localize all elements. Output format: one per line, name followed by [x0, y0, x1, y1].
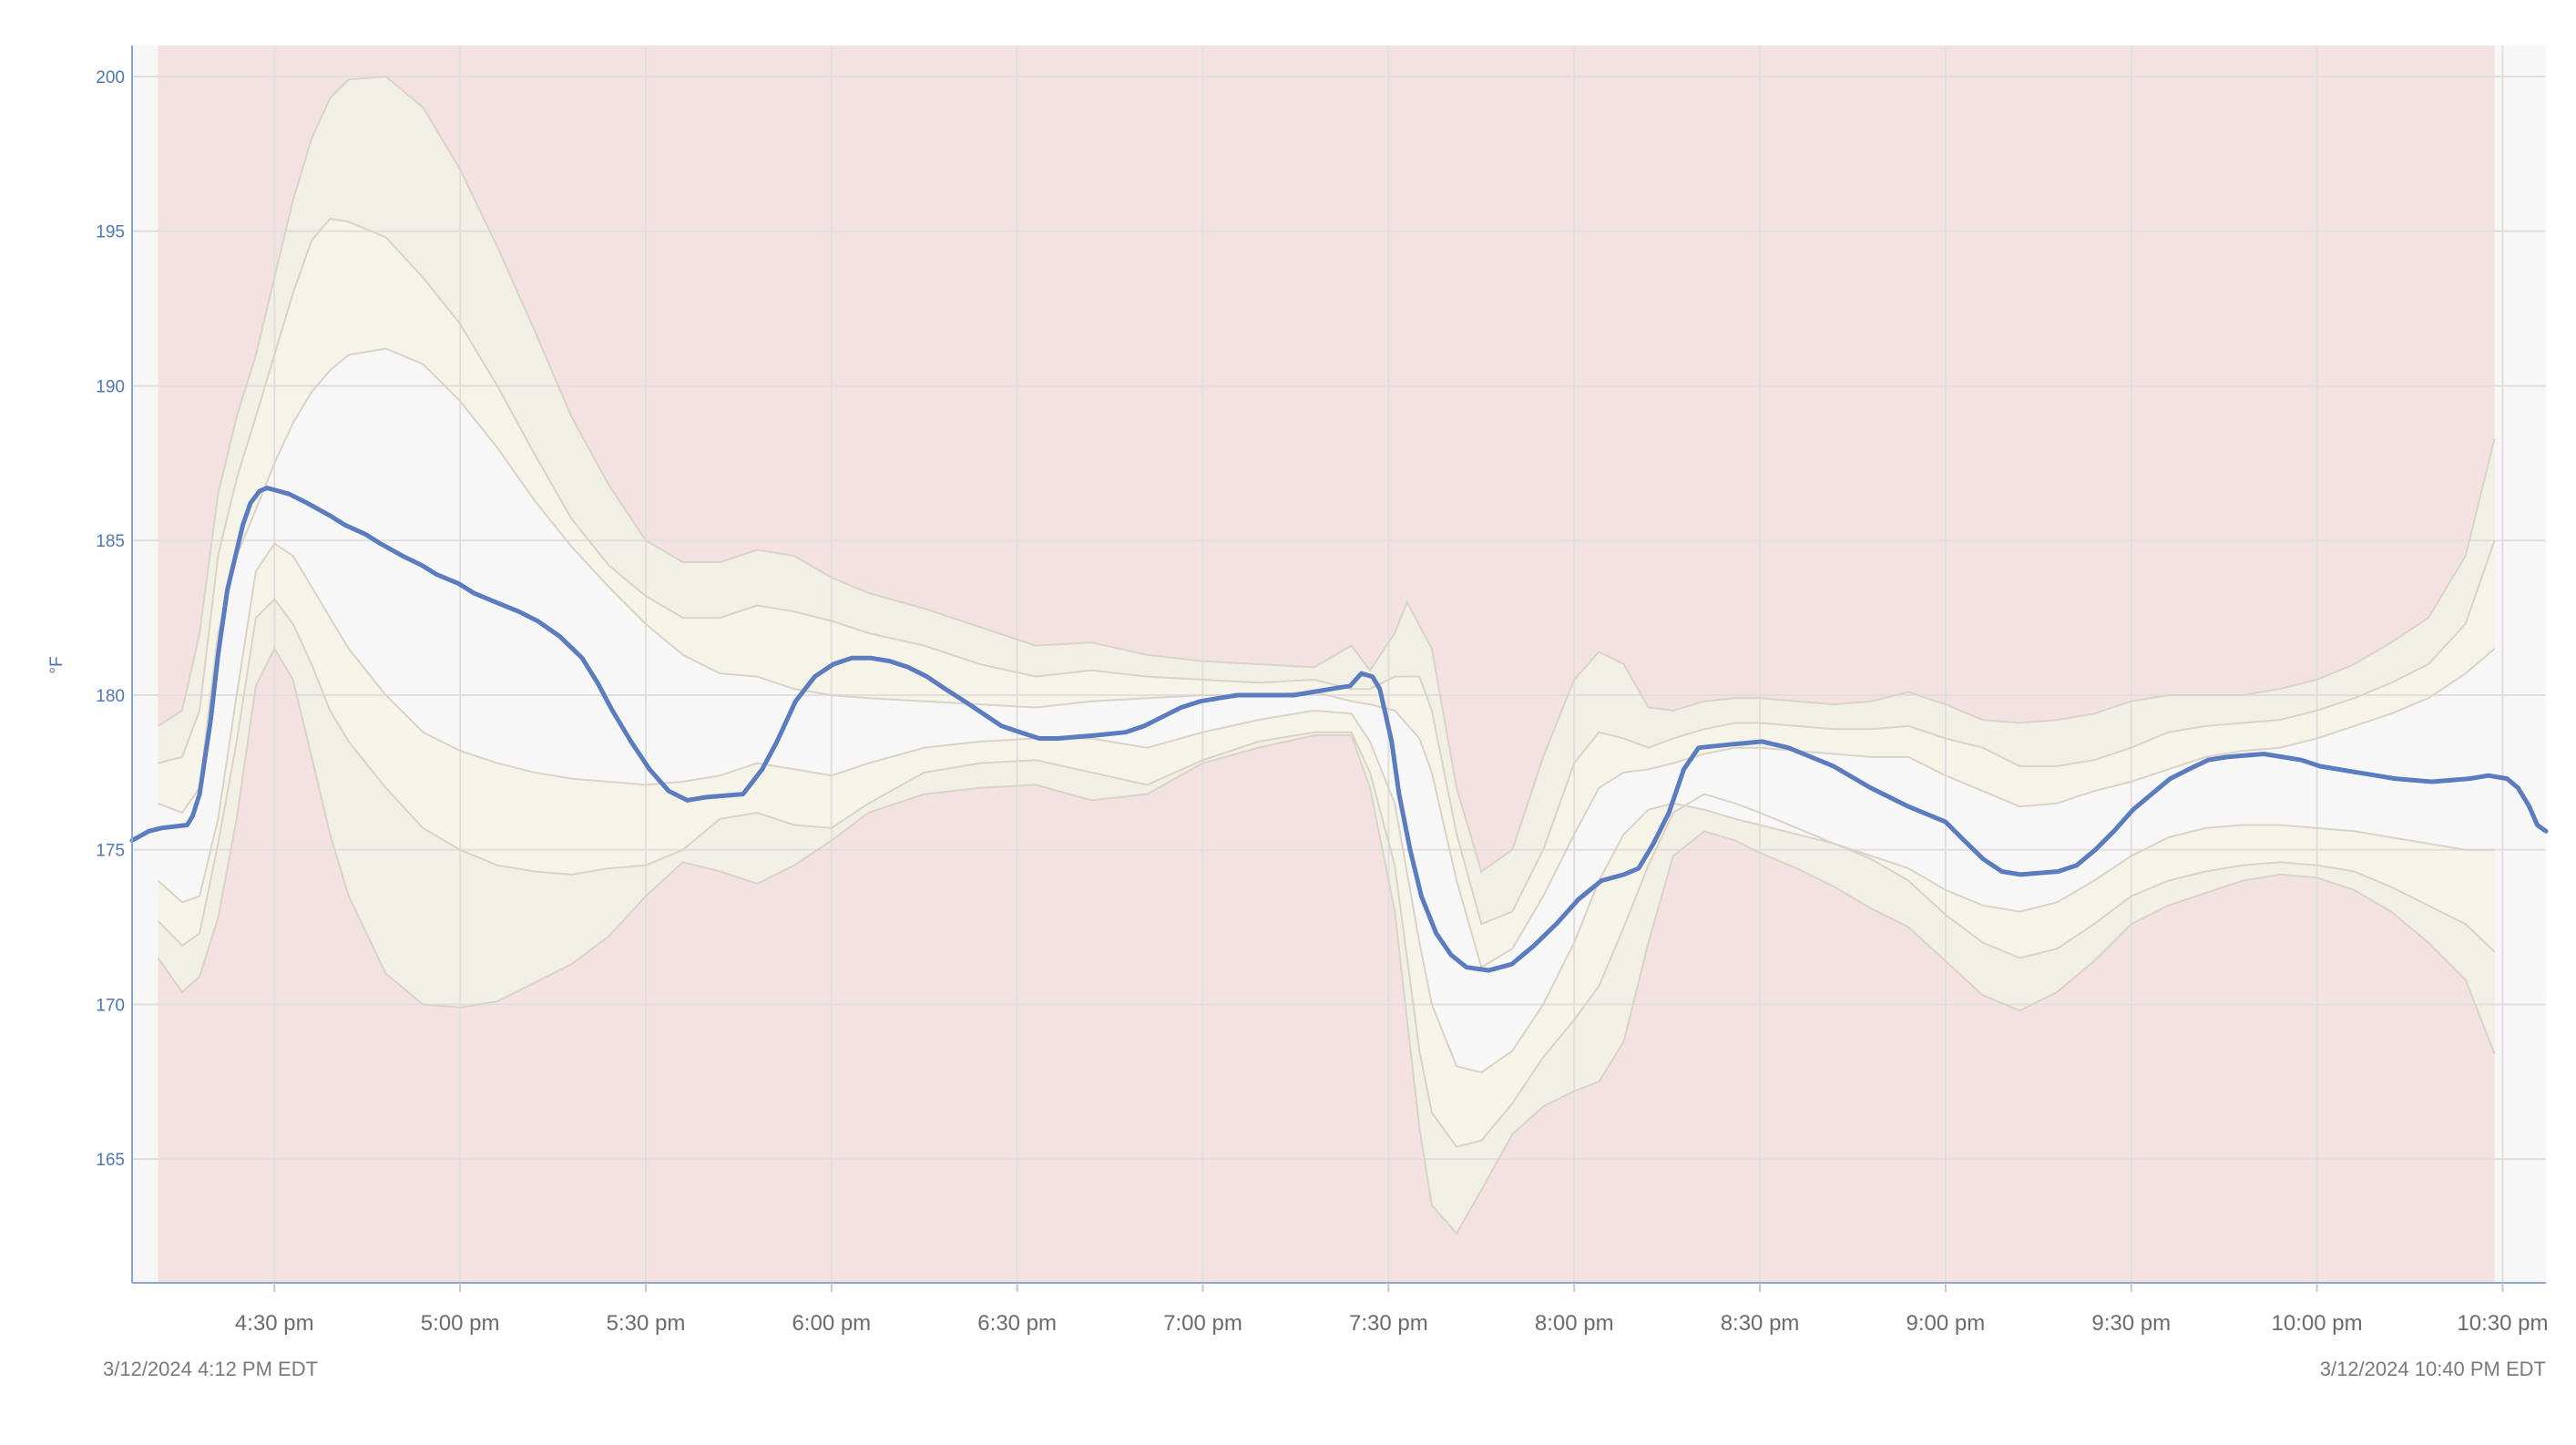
y-tick-label: 190: [96, 377, 125, 396]
x-tick-label: 6:30 pm: [977, 1311, 1057, 1336]
x-tick-label: 8:00 pm: [1535, 1311, 1614, 1336]
band-edge-mid-lower: [157, 598, 2496, 1148]
x-tick-label: 10:00 pm: [2272, 1311, 2363, 1336]
series-line-measured: [129, 486, 2549, 973]
y-axis-ticks: 165 170 175 180 185 190 195 200: [96, 68, 125, 1170]
band-edges: [157, 75, 2496, 1235]
band-edge-mid-upper: [158, 218, 2496, 926]
band-edge-inner-lower: [157, 542, 2495, 1074]
x-axis-ticks: 4:30 pm 5:00 pm 5:30 pm 6:00 pm 6:30 pm 7:00 …: [235, 1283, 2548, 1336]
x-tick-label: 8:30 pm: [1721, 1311, 1800, 1336]
x-tick-label: 10:30 pm: [2457, 1311, 2548, 1336]
y-axis-unit-label: °F: [47, 656, 66, 673]
range-start-label: 3/12/2024 4:12 PM EDT: [103, 1358, 318, 1380]
y-tick-label: 195: [96, 223, 125, 242]
x-tick-label: 7:30 pm: [1349, 1311, 1428, 1336]
y-tick-label: 200: [96, 68, 125, 87]
measured-series: [129, 486, 2549, 973]
x-tick-label: 5:00 pm: [421, 1311, 500, 1336]
band-inner: [158, 348, 2495, 1073]
band-edge-outer-lower: [157, 646, 2496, 1235]
range-end-label: 3/12/2024 10:40 PM EDT: [2320, 1358, 2546, 1380]
y-tick-label: 175: [96, 842, 125, 861]
x-tick-label: 4:30 pm: [235, 1311, 314, 1336]
axes: [131, 46, 2546, 1284]
y-tick-label: 170: [96, 996, 125, 1015]
x-tick-label: 9:30 pm: [2091, 1311, 2171, 1336]
gridlines: [132, 46, 2546, 1283]
x-tick-label: 5:30 pm: [607, 1311, 686, 1336]
x-tick-label: 6:00 pm: [792, 1311, 871, 1336]
y-tick-label: 180: [96, 687, 125, 706]
x-tick-label: 9:00 pm: [1906, 1311, 1986, 1336]
band-edge-outer-upper: [157, 75, 2496, 874]
y-tick-label: 165: [96, 1151, 125, 1170]
y-tick-label: 185: [96, 532, 125, 551]
x-tick-label: 7:00 pm: [1163, 1311, 1242, 1336]
